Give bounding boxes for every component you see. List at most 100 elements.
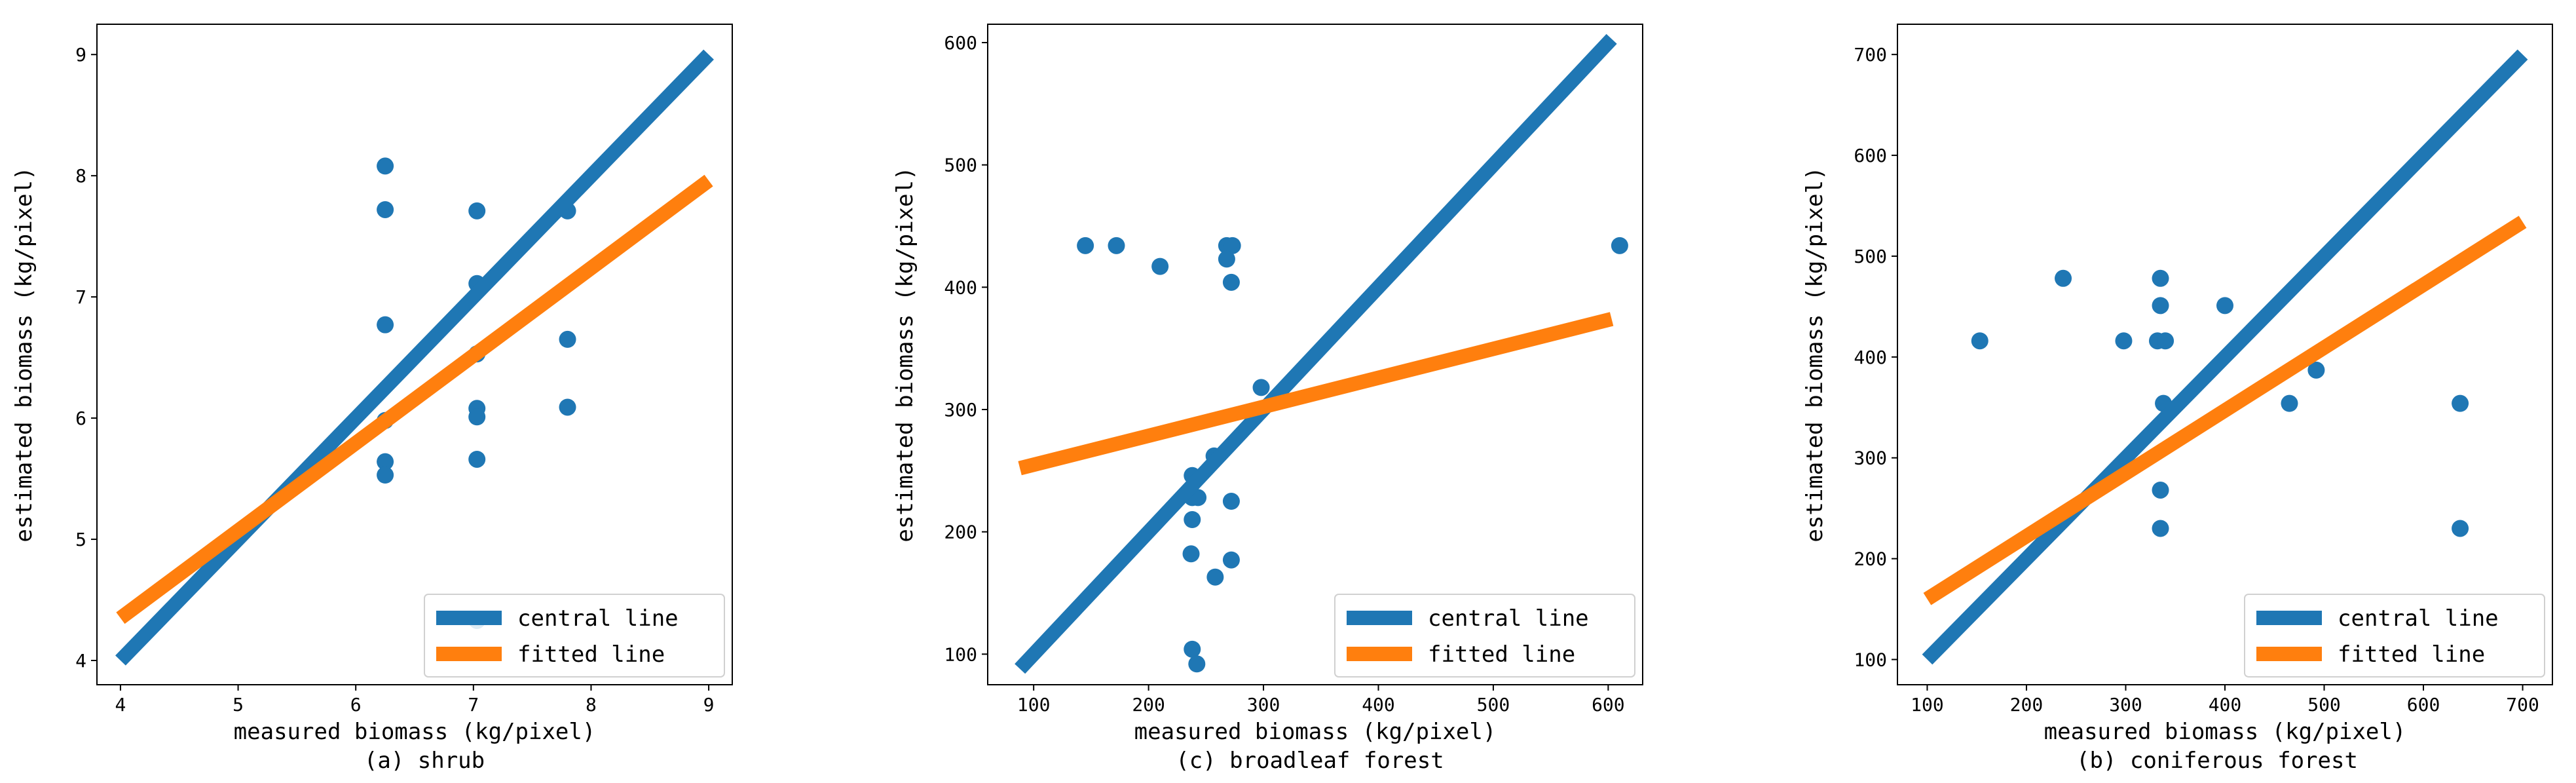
- y-tick-label: 500: [944, 155, 977, 176]
- data-point: [1252, 379, 1270, 396]
- data-point: [1222, 551, 1240, 569]
- x-tick-label: 700: [2506, 694, 2539, 716]
- data-point: [1184, 511, 1201, 528]
- subplot-title: (b) coniferous forest: [2076, 748, 2358, 774]
- data-point: [2157, 332, 2175, 350]
- plot-frame: [96, 24, 733, 685]
- legend-label: fitted line: [1428, 641, 1575, 668]
- legend-label: fitted line: [2338, 641, 2485, 668]
- data-point: [1077, 237, 1094, 254]
- central-line: [115, 49, 714, 666]
- data-point: [1222, 493, 1240, 510]
- y-axis-label: estimated biomass (kg/pixel): [11, 166, 37, 542]
- data-point: [1971, 332, 1988, 350]
- y-tick-label: 7: [75, 286, 86, 308]
- x-axis-label: measured biomass (kg/pixel): [234, 719, 596, 745]
- y-tick-label: 600: [944, 32, 977, 54]
- data-point: [1184, 640, 1201, 658]
- x-tick-label: 400: [2209, 694, 2242, 716]
- y-tick-label: 300: [1854, 448, 1887, 469]
- central-line: [1015, 33, 1617, 674]
- y-tick-label: 4: [75, 650, 86, 672]
- x-axis-label: measured biomass (kg/pixel): [2044, 719, 2406, 745]
- data-point: [1206, 568, 1224, 586]
- y-tick-label: 8: [75, 165, 86, 187]
- plot-frame: [987, 24, 1643, 685]
- legend: central line fitted line: [1334, 594, 1635, 678]
- y-tick-label: 400: [944, 277, 977, 298]
- central-line: [1922, 49, 2528, 665]
- legend-label: central line: [1428, 605, 1589, 632]
- data-point: [2152, 481, 2169, 499]
- data-point: [377, 157, 394, 175]
- data-point: [2307, 361, 2325, 379]
- data-point: [1222, 273, 1240, 291]
- data-point: [2055, 269, 2072, 287]
- x-tick-label: 600: [1592, 694, 1625, 716]
- data-point: [377, 316, 394, 334]
- y-tick-label: 300: [944, 399, 977, 421]
- data-point: [2115, 332, 2133, 350]
- data-point: [1218, 250, 1235, 268]
- y-tick-label: 200: [944, 522, 977, 543]
- y-tick-label: 500: [1854, 246, 1887, 267]
- x-tick-label: 300: [1247, 694, 1280, 716]
- data-point: [2152, 269, 2169, 287]
- legend-label: central line: [2338, 605, 2499, 632]
- y-tick-label: 200: [1854, 548, 1887, 570]
- data-point: [377, 453, 394, 470]
- data-point: [2452, 520, 2469, 537]
- data-point: [377, 201, 394, 218]
- legend: central line fitted line: [2244, 594, 2545, 678]
- y-tick-label: 9: [75, 44, 86, 66]
- data-points: [1971, 269, 2469, 537]
- data-point: [2152, 297, 2169, 315]
- x-tick-label: 5: [233, 694, 244, 716]
- subplot-title: (c) broadleaf forest: [1176, 748, 1444, 774]
- x-tick-label: 200: [1132, 694, 1165, 716]
- data-point: [2452, 394, 2469, 412]
- data-point: [2152, 520, 2169, 537]
- y-axis-label: estimated biomass (kg/pixel): [1802, 166, 1828, 542]
- x-tick-label: 600: [2407, 694, 2440, 716]
- y-tick-label: 400: [1854, 347, 1887, 368]
- y-tick-label: 600: [1854, 145, 1887, 166]
- panel-b: 100 200 300 400 500 600 700 100 200 300 400 500 600 7…: [1802, 24, 2553, 774]
- fitted-line: [1923, 216, 2527, 605]
- data-point: [1188, 655, 1206, 673]
- panel-c: 100 200 300 400 500 600 100 200 300 400 500 600 meas…: [892, 24, 1643, 774]
- x-tick-label: 500: [1477, 694, 1510, 716]
- y-tick-label: 700: [1854, 44, 1887, 66]
- data-point: [1611, 237, 1628, 254]
- x-tick-label: 300: [2109, 694, 2142, 716]
- data-point: [1151, 258, 1169, 275]
- data-point: [2216, 297, 2233, 315]
- x-tick-label: 4: [115, 694, 126, 716]
- legend-label: central line: [517, 605, 679, 632]
- data-point: [1108, 237, 1125, 254]
- data-point: [468, 450, 486, 468]
- data-point: [2281, 394, 2298, 412]
- y-tick-label: 100: [1854, 649, 1887, 671]
- y-tick-label: 6: [75, 408, 86, 429]
- x-tick-label: 200: [2010, 694, 2044, 716]
- data-point: [468, 202, 486, 220]
- legend: central line fitted line: [424, 594, 725, 678]
- x-axis-label: measured biomass (kg/pixel): [1134, 719, 1497, 745]
- y-axis-label: estimated biomass (kg/pixel): [892, 166, 918, 542]
- x-tick-label: 400: [1362, 694, 1395, 716]
- subplot-title: (a) shrub: [364, 748, 485, 774]
- x-tick-label: 9: [703, 694, 715, 716]
- x-tick-label: 100: [1911, 694, 1944, 716]
- data-point: [1182, 545, 1200, 563]
- data-point: [559, 398, 576, 416]
- data-point: [559, 330, 576, 348]
- x-tick-label: 500: [2307, 694, 2341, 716]
- data-point: [468, 408, 486, 426]
- y-tick-label: 5: [75, 529, 86, 550]
- x-tick-label: 6: [350, 694, 362, 716]
- legend-label: fitted line: [517, 641, 665, 668]
- fitted-line: [1018, 312, 1614, 476]
- x-tick-label: 100: [1017, 694, 1051, 716]
